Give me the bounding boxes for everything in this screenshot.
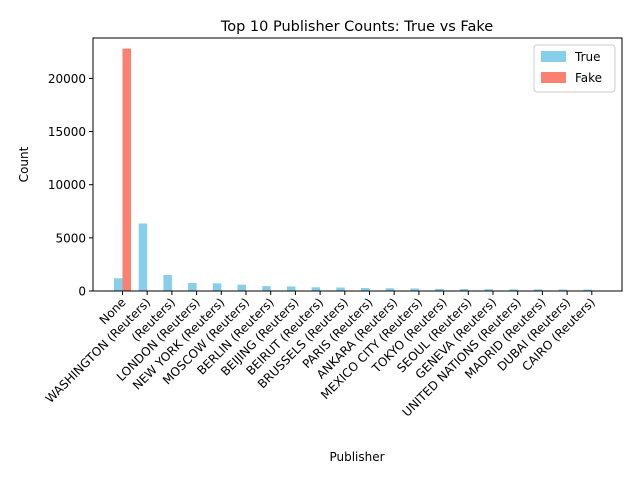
bar-true: [410, 288, 419, 291]
x-axis-label: Publisher: [329, 450, 384, 464]
legend-swatch-true: [541, 51, 566, 62]
bar-true: [533, 289, 543, 291]
bar-true: [311, 287, 321, 291]
bar-true: [361, 288, 370, 291]
plot-frame: [92, 37, 623, 292]
y-tick-label: 10000: [48, 178, 86, 192]
bar-true: [583, 289, 592, 291]
bar-true: [509, 289, 518, 291]
y-tick-label: 15000: [48, 125, 86, 139]
y-tick-label: 5000: [55, 231, 86, 245]
legend-swatch-fake: [541, 72, 566, 83]
chart-title: Top 10 Publisher Counts: True vs Fake: [220, 19, 493, 35]
bar-true: [484, 289, 493, 291]
bar-true: [212, 283, 222, 291]
y-axis-label: Count: [17, 146, 31, 182]
bar-true: [163, 275, 172, 291]
bar-true: [435, 288, 444, 291]
bar-true: [336, 287, 345, 291]
bar-true: [114, 278, 123, 291]
bar-fake: [122, 48, 131, 291]
legend: True Fake: [533, 44, 616, 93]
y-tick-label: 0: [78, 285, 86, 299]
y-tick-label: 20000: [48, 72, 86, 86]
bar-true: [459, 288, 469, 291]
bar-true: [138, 223, 148, 291]
legend-label-true: True: [574, 50, 601, 64]
bar-true: [237, 284, 246, 291]
bar-true: [286, 286, 296, 291]
bar-true: [385, 288, 395, 291]
bar-true: [558, 289, 568, 291]
bar-true: [262, 286, 271, 291]
legend-label-fake: Fake: [575, 71, 602, 85]
bar-true: [188, 283, 197, 291]
